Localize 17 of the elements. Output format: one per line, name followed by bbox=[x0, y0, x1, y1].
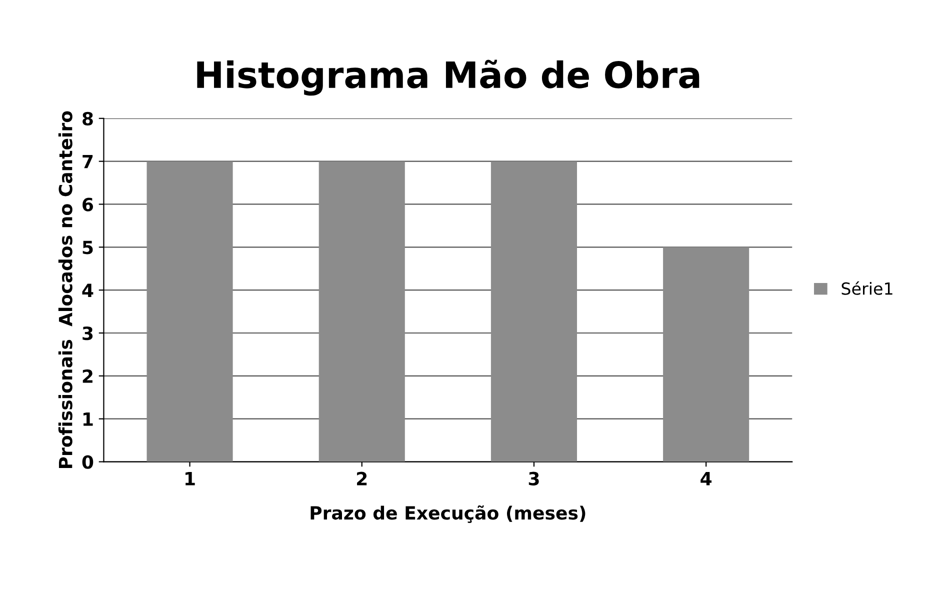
x-tick-label: 1 bbox=[186, 472, 195, 486]
y-tick-label: 2 bbox=[82, 369, 92, 383]
chart-title: Histograma Mão de Obra bbox=[197, 60, 700, 96]
y-tick-label: 4 bbox=[82, 284, 94, 297]
y-tick-label: 3 bbox=[82, 326, 93, 340]
y-tick-label: 8 bbox=[82, 112, 93, 126]
x-tick-label: 4 bbox=[700, 472, 712, 486]
y-tick-label: 7 bbox=[82, 155, 93, 168]
y-tick-label: 1 bbox=[83, 412, 93, 426]
y-axis-title: Profissionais Alocados no Canteiro bbox=[58, 111, 72, 468]
y-tick-label: 0 bbox=[82, 455, 94, 469]
y-tick-label: 6 bbox=[82, 198, 94, 212]
legend-label: Série1 bbox=[842, 281, 892, 295]
x-axis-title: Prazo de Execução (meses) bbox=[310, 505, 586, 523]
x-tick-label: 3 bbox=[528, 472, 539, 486]
x-tick-label: 2 bbox=[357, 472, 367, 486]
y-tick-label: 5 bbox=[82, 240, 93, 254]
